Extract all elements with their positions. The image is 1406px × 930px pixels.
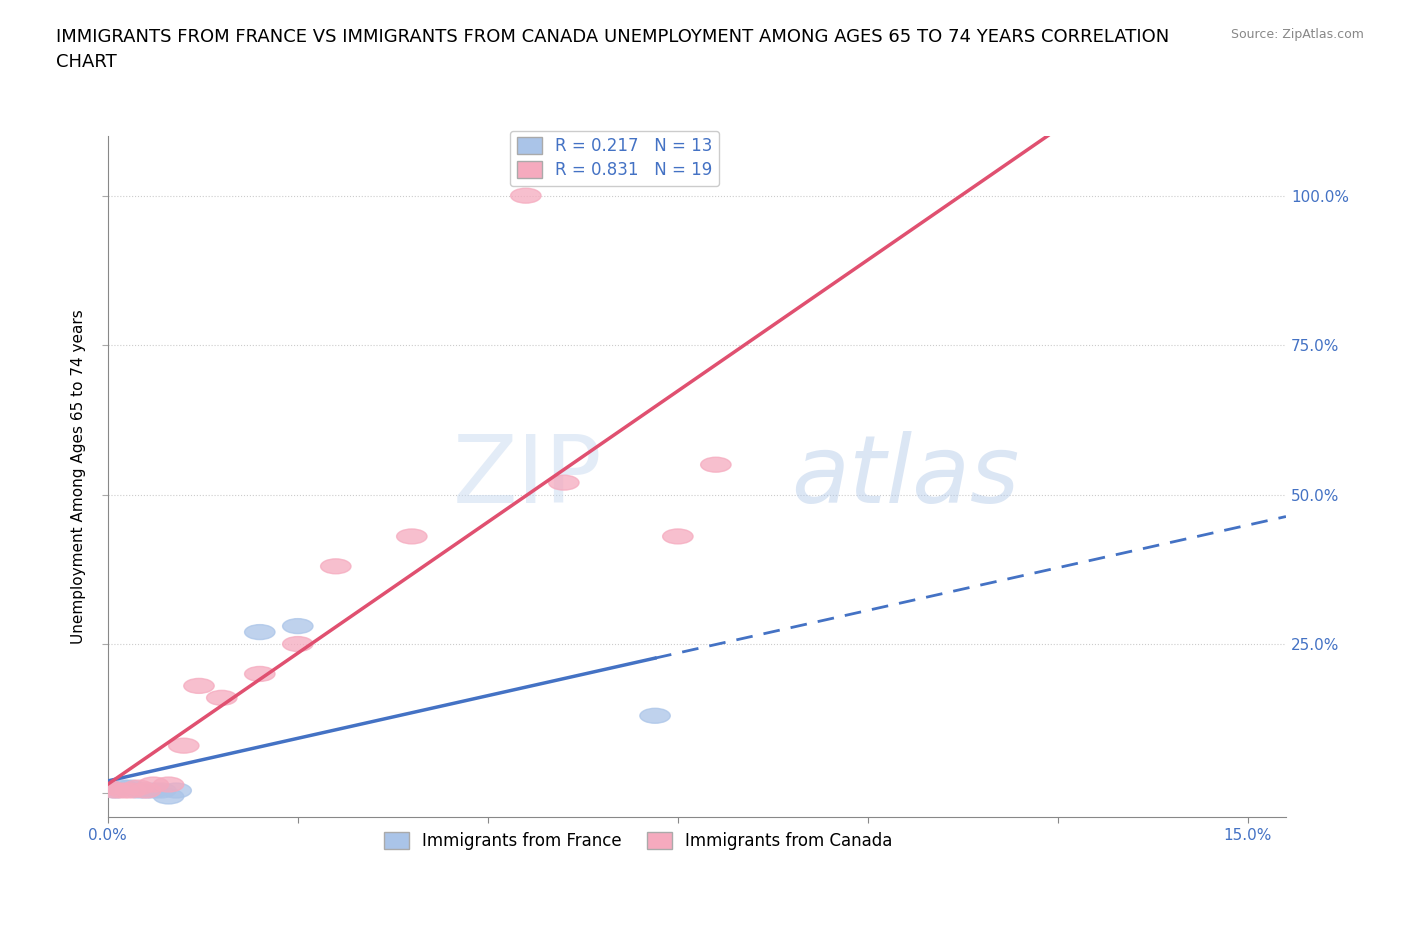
Ellipse shape <box>396 529 427 544</box>
Ellipse shape <box>283 636 314 652</box>
Text: atlas: atlas <box>792 432 1019 522</box>
Ellipse shape <box>138 783 169 798</box>
Ellipse shape <box>138 777 169 792</box>
Ellipse shape <box>153 789 184 804</box>
Text: IMMIGRANTS FROM FRANCE VS IMMIGRANTS FROM CANADA UNEMPLOYMENT AMONG AGES 65 TO 7: IMMIGRANTS FROM FRANCE VS IMMIGRANTS FRO… <box>56 28 1170 71</box>
Text: ZIP: ZIP <box>453 431 603 523</box>
Ellipse shape <box>160 783 191 798</box>
Ellipse shape <box>93 780 122 795</box>
Y-axis label: Unemployment Among Ages 65 to 74 years: Unemployment Among Ages 65 to 74 years <box>72 310 86 644</box>
Ellipse shape <box>146 783 176 798</box>
Ellipse shape <box>122 780 153 795</box>
Ellipse shape <box>169 738 200 753</box>
Ellipse shape <box>548 475 579 490</box>
Ellipse shape <box>122 783 153 798</box>
Ellipse shape <box>510 188 541 203</box>
Ellipse shape <box>115 780 146 795</box>
Ellipse shape <box>153 777 184 792</box>
Ellipse shape <box>700 458 731 472</box>
Ellipse shape <box>283 618 314 633</box>
Ellipse shape <box>245 667 276 682</box>
Legend: Immigrants from France, Immigrants from Canada: Immigrants from France, Immigrants from … <box>377 825 898 857</box>
Ellipse shape <box>184 678 214 694</box>
Ellipse shape <box>100 783 131 798</box>
Ellipse shape <box>108 783 138 798</box>
Ellipse shape <box>131 783 160 798</box>
Ellipse shape <box>93 780 122 795</box>
Ellipse shape <box>640 709 671 724</box>
Ellipse shape <box>108 780 138 795</box>
Text: Source: ZipAtlas.com: Source: ZipAtlas.com <box>1230 28 1364 41</box>
Ellipse shape <box>115 783 146 798</box>
Ellipse shape <box>100 783 131 798</box>
Ellipse shape <box>662 529 693 544</box>
Ellipse shape <box>131 783 160 798</box>
Ellipse shape <box>245 625 276 640</box>
Ellipse shape <box>321 559 352 574</box>
Ellipse shape <box>207 690 238 705</box>
